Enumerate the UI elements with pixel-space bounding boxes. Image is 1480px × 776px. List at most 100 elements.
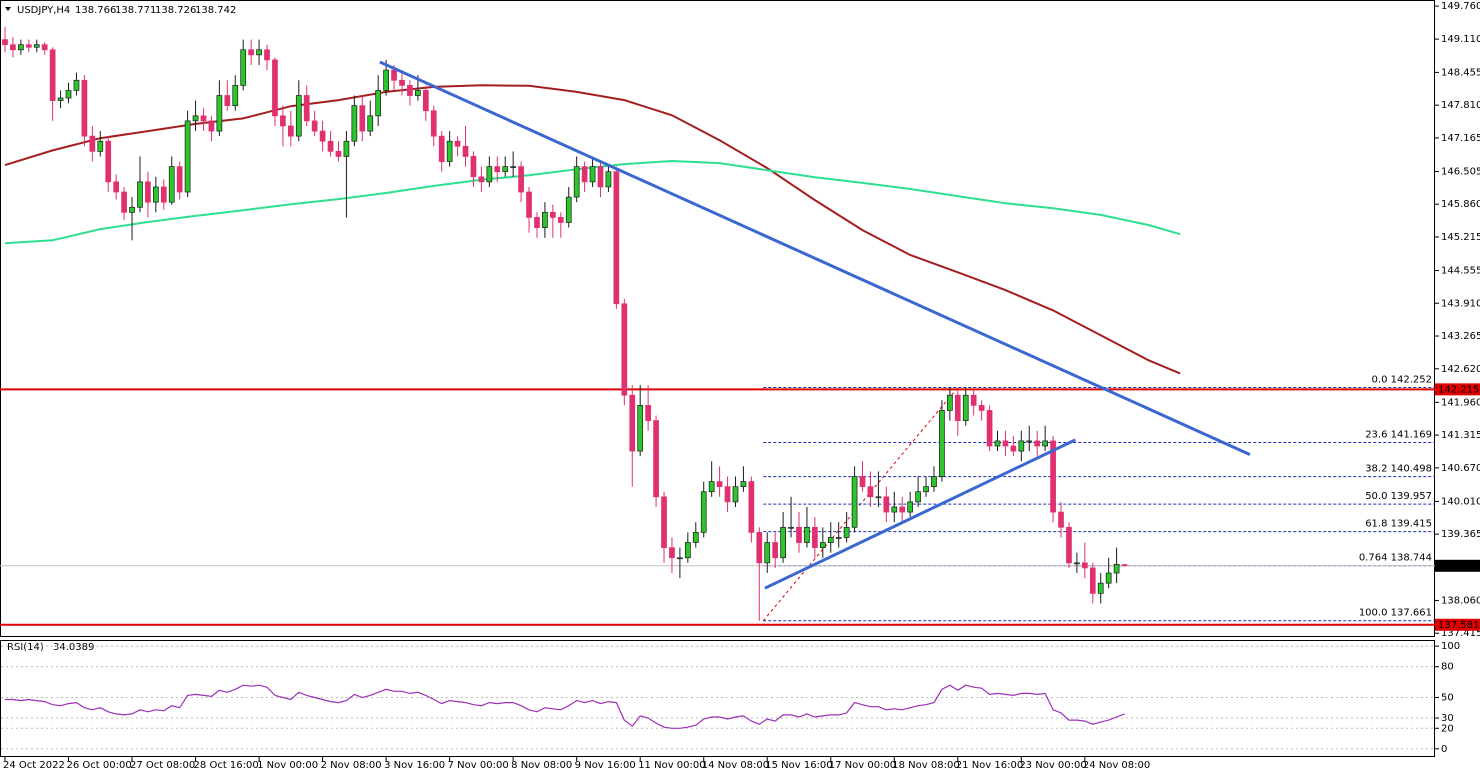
candle-body xyxy=(422,90,429,112)
rsi-y-tick-label: 30 xyxy=(1441,713,1454,724)
candle-body xyxy=(867,486,874,498)
x-tick-label: 21 Nov 16:00 xyxy=(956,760,1023,771)
candle-body xyxy=(2,39,8,46)
x-tick-label: 7 Nov 00:00 xyxy=(448,760,509,771)
y-tick-label: 144.555 xyxy=(1441,266,1480,277)
candle-body xyxy=(295,95,302,137)
x-tick-label: 28 Oct 16:00 xyxy=(194,760,259,771)
candle-body xyxy=(827,537,834,543)
rsi-y-tick-label: 20 xyxy=(1441,723,1454,734)
candle-body xyxy=(264,49,270,61)
candle-body xyxy=(240,49,247,86)
candle-body xyxy=(208,120,215,132)
candle-body xyxy=(160,186,167,203)
candle-body xyxy=(311,120,318,132)
candle-body xyxy=(764,542,771,564)
candle-body xyxy=(367,115,374,132)
x-tick-label: 1 Nov 00:00 xyxy=(257,760,318,771)
candle-body xyxy=(232,84,239,107)
y-tick-label: 148.455 xyxy=(1441,67,1480,78)
candle-body xyxy=(573,166,580,198)
candle-body xyxy=(446,140,453,162)
candle-body xyxy=(812,526,818,548)
candle-body xyxy=(335,151,342,157)
rsi-pane xyxy=(0,640,1435,757)
header-symbol: USDJPY,H4 xyxy=(17,5,70,16)
candle-body xyxy=(788,526,794,529)
candle-body xyxy=(645,405,651,421)
rsi-y-tick-label: 100 xyxy=(1441,641,1460,652)
candle-body xyxy=(947,394,953,411)
x-tick-label: 9 Nov 16:00 xyxy=(575,760,636,771)
candle-body xyxy=(716,481,723,488)
candle-body xyxy=(859,476,866,488)
price-tag-label: 138.742 xyxy=(1438,561,1479,572)
candle-body xyxy=(478,176,485,183)
candle-body xyxy=(1058,511,1064,528)
y-tick-label: 141.960 xyxy=(1441,397,1480,408)
candle-body xyxy=(272,59,278,117)
candle-body xyxy=(843,526,850,538)
candle-body xyxy=(430,110,437,137)
candle-body xyxy=(1081,562,1088,569)
fib-ratio: 0.0 xyxy=(1372,374,1388,385)
candle-body xyxy=(613,171,620,305)
fib-label: 38.2 140.498 xyxy=(1365,464,1432,475)
fib-ratio: 61.8 xyxy=(1365,519,1387,530)
candle-body xyxy=(629,394,636,452)
candle-body xyxy=(669,547,675,559)
candle-body xyxy=(192,115,199,122)
candle-body xyxy=(1105,572,1112,584)
fib-price: 141.169 xyxy=(1391,430,1432,441)
candle-body xyxy=(168,166,175,203)
fib-label: 61.8 139.415 xyxy=(1365,519,1432,530)
candle-body xyxy=(597,166,604,188)
candle-body xyxy=(502,166,509,173)
y-tick-label: 139.365 xyxy=(1441,529,1480,540)
candle-body xyxy=(10,44,16,51)
candle-body xyxy=(57,97,64,101)
x-tick-label: 27 Oct 08:00 xyxy=(130,760,195,771)
candle-body xyxy=(986,410,993,447)
candle-body xyxy=(557,217,564,223)
x-tick-label: 14 Nov 08:00 xyxy=(702,760,769,771)
x-tick-label: 17 Nov 00:00 xyxy=(829,760,896,771)
candle-body xyxy=(899,506,906,513)
fib-ratio: 38.2 xyxy=(1365,464,1387,475)
rsi-line xyxy=(5,684,1125,729)
y-tick-label: 145.860 xyxy=(1441,199,1480,210)
candle-body xyxy=(176,166,183,193)
header-high: 138.771 xyxy=(115,5,156,16)
candle-body xyxy=(41,44,48,51)
candle-body xyxy=(518,166,524,193)
candle-body xyxy=(939,410,945,477)
y-tick-label: 147.165 xyxy=(1441,133,1480,144)
level-label: 142.215 xyxy=(1438,384,1479,395)
candle-body xyxy=(756,532,763,564)
header-close: 138.742 xyxy=(195,5,236,16)
candle-body xyxy=(391,69,397,81)
candle-body xyxy=(359,105,366,132)
rsi-y-tick-label: 80 xyxy=(1441,662,1454,673)
fib-price: 142.252 xyxy=(1391,374,1432,385)
candle-body xyxy=(319,130,326,142)
candle-body xyxy=(994,440,1001,447)
candle-body xyxy=(224,95,231,107)
x-tick-label: 24 Nov 08:00 xyxy=(1083,760,1150,771)
candle-body xyxy=(510,166,517,168)
candle-body xyxy=(327,140,334,152)
fib-label: 0.764 138.744 xyxy=(1359,553,1432,564)
fib-price: 140.498 xyxy=(1391,464,1432,475)
fib-price: 137.661 xyxy=(1391,608,1432,619)
candle-body xyxy=(550,211,556,218)
frame xyxy=(0,0,1435,757)
candle-body xyxy=(621,303,628,396)
candle-body xyxy=(33,44,40,48)
y-tick-label: 146.505 xyxy=(1441,166,1480,177)
candle-body xyxy=(923,486,929,493)
candle-body xyxy=(454,140,461,147)
candle-body xyxy=(1097,582,1104,594)
candle-body xyxy=(962,394,969,421)
fib-price: 139.957 xyxy=(1391,491,1432,502)
